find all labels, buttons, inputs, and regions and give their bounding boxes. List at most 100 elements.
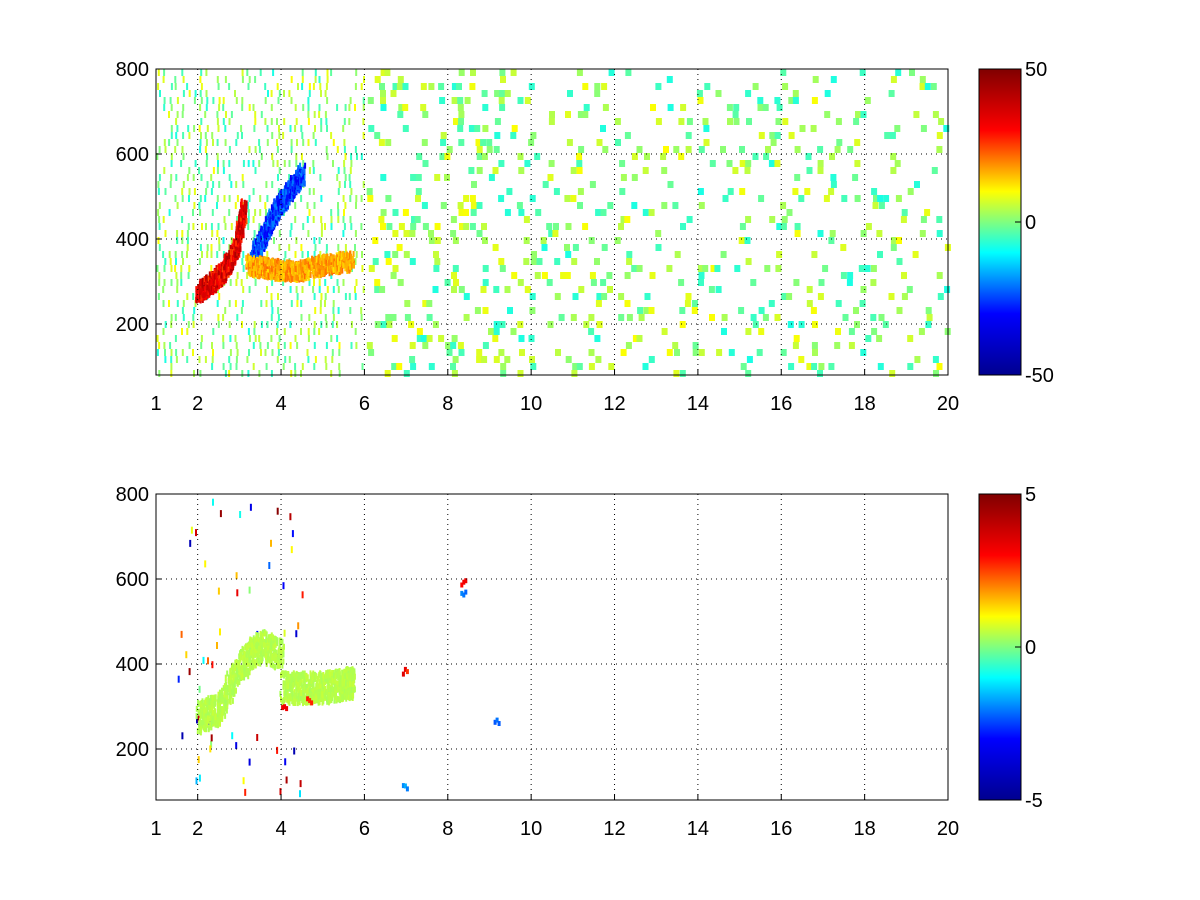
heatmap-cell [254, 146, 257, 153]
heatmap-cell [445, 342, 452, 349]
heatmap-cell [337, 216, 340, 223]
heatmap-cell [296, 275, 299, 281]
heatmap-cell [182, 258, 184, 265]
heatmap-cell [221, 696, 223, 703]
heatmap-cell [366, 188, 373, 195]
heatmap-cell [943, 125, 950, 132]
heatmap-cell [181, 146, 184, 153]
heatmap-cell [249, 261, 251, 268]
heatmap-cell [248, 76, 251, 83]
heatmap-cell [325, 118, 328, 125]
heatmap-cell [225, 261, 228, 268]
heatmap-cell [540, 237, 547, 244]
heatmap-cell [588, 349, 595, 356]
heatmap-cell [834, 146, 841, 153]
heatmap-cell [195, 529, 197, 537]
heatmap-cell [528, 83, 535, 90]
heatmap-cell [457, 104, 464, 111]
heatmap-cell [244, 671, 247, 678]
heatmap-cell [272, 214, 274, 221]
heatmap-cell [239, 653, 242, 660]
heatmap-cell [226, 689, 229, 696]
heatmap-cell [565, 356, 572, 363]
heatmap-cell [271, 228, 274, 235]
heatmap-cell [332, 286, 335, 293]
heatmap-cell [523, 258, 530, 265]
heatmap-cell [294, 363, 297, 370]
heatmap-cell [529, 195, 536, 202]
heatmap-cell [596, 139, 603, 146]
heatmap-cell [620, 174, 627, 181]
heatmap-cell [221, 716, 224, 722]
heatmap-cell [170, 132, 173, 139]
heatmap-cell [246, 272, 249, 279]
heatmap-cell [919, 230, 926, 237]
heatmap-cell [221, 687, 223, 694]
heatmap-cell [164, 230, 167, 237]
heatmap-cell [278, 167, 281, 174]
heatmap-cell [174, 314, 177, 321]
heatmap-cell [325, 83, 328, 90]
heatmap-cell [282, 132, 285, 139]
heatmap-cell [159, 90, 161, 97]
heatmap-cell [691, 300, 698, 307]
heatmap-cell [252, 363, 255, 370]
heatmap-cell [750, 314, 757, 321]
heatmap-cell [212, 273, 215, 280]
heatmap-cell [270, 370, 273, 377]
heatmap-cell [836, 139, 843, 146]
heatmap-cell [607, 202, 614, 209]
heatmap-cell [222, 342, 225, 349]
heatmap-cell [157, 69, 160, 76]
heatmap-cell [244, 788, 247, 796]
heatmap-cell [232, 238, 235, 245]
heatmap-cell [209, 721, 212, 728]
heatmap-cell [276, 321, 279, 328]
heatmap-cell [249, 503, 252, 511]
heatmap-cell [696, 90, 703, 97]
heatmap-cell [319, 251, 322, 258]
heatmap-cell [890, 76, 897, 83]
heatmap-cell [529, 356, 535, 363]
heatmap-cell [380, 90, 386, 97]
heatmap-cell [235, 659, 238, 665]
heatmap-cell [271, 265, 274, 272]
heatmap-cell [360, 153, 363, 160]
heatmap-cell [331, 356, 334, 363]
heatmap-cell [488, 174, 495, 181]
heatmap-cell [296, 342, 299, 349]
heatmap-cell [765, 146, 771, 153]
heatmap-cell [304, 259, 307, 265]
heatmap-cell [835, 328, 841, 335]
heatmap-cell [344, 293, 347, 300]
heatmap-cell [185, 651, 188, 659]
heatmap-cell [229, 279, 232, 286]
heatmap-cell [256, 242, 259, 249]
heatmap-cell [258, 139, 261, 146]
heatmap-cell [303, 168, 306, 175]
heatmap-cell [271, 349, 274, 356]
heatmap-cell [180, 630, 183, 638]
heatmap-cell [347, 252, 350, 259]
heatmap-cell [225, 264, 228, 271]
heatmap-cell [158, 342, 161, 349]
heatmap-cell [318, 268, 321, 275]
heatmap-cell [242, 661, 245, 667]
heatmap-cell [794, 223, 801, 230]
heatmap-cell [262, 272, 265, 278]
heatmap-cell [714, 265, 721, 272]
heatmap-cell [199, 370, 202, 377]
heatmap-cell [330, 132, 333, 139]
heatmap-cell [697, 188, 704, 195]
heatmap-cell [608, 363, 615, 370]
heatmap-cell [450, 230, 457, 237]
heatmap-cell [194, 300, 197, 307]
heatmap-cell [164, 349, 166, 356]
heatmap-cell [175, 356, 178, 363]
heatmap-cell [290, 223, 293, 230]
heatmap-cell [279, 788, 282, 796]
heatmap-cell [164, 188, 167, 195]
heatmap-cell [325, 244, 328, 251]
heatmap-cell [169, 342, 172, 349]
heatmap-cell [337, 244, 340, 251]
